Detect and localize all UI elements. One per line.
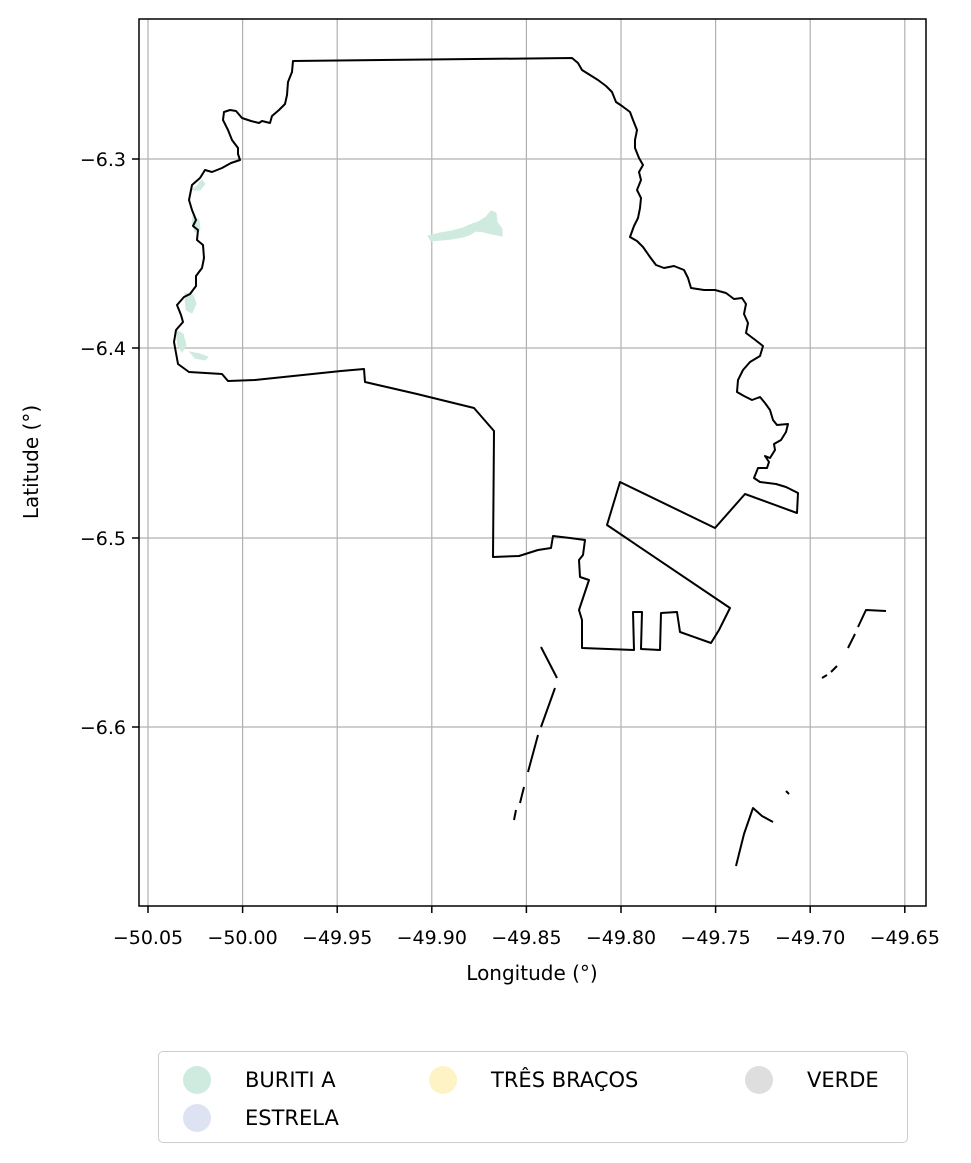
fragment-southeast-line-2 — [786, 791, 789, 794]
buriti-a-patch-west-5 — [190, 352, 208, 360]
buriti-a-areas — [176, 180, 502, 360]
legend-label-verde: VERDE — [807, 1068, 879, 1092]
legend-item-estrela: ESTRELA — [183, 1100, 339, 1136]
legend-marker-tres-bracos-icon — [429, 1066, 457, 1094]
fragment-south-line-1 — [541, 647, 557, 678]
grid-lines — [139, 19, 926, 906]
fragment-east-line-4 — [822, 675, 827, 678]
legend-item-tres-bracos: TRÊS BRAÇOS — [429, 1062, 638, 1098]
fragment-south-line-5 — [514, 810, 516, 820]
fragment-south-line-3 — [528, 735, 538, 772]
y-axis-label: Latitude (°) — [19, 405, 43, 519]
main-boundary-outline — [174, 58, 798, 650]
x-tick-label-4: −49.90 — [397, 927, 467, 949]
x-tick-label-7: −49.75 — [680, 927, 750, 949]
legend-label-buriti-a: BURITI A — [245, 1068, 336, 1092]
x-tick-labels: −50.05 −50.00 −49.95 −49.90 −49.85 −49.8… — [113, 927, 940, 949]
legend-item-verde: VERDE — [745, 1062, 879, 1098]
y-tick-label-2: −6.4 — [80, 338, 126, 360]
legend-label-tres-bracos: TRÊS BRAÇOS — [491, 1068, 638, 1092]
y-tick-label-4: −6.6 — [80, 717, 126, 739]
legend-marker-estrela-icon — [183, 1104, 211, 1132]
y-tick-label-3: −6.5 — [80, 528, 126, 550]
fragment-south-line-4 — [520, 787, 524, 803]
legend-item-buriti-a: BURITI A — [183, 1062, 336, 1098]
fragment-south-line-2 — [541, 688, 555, 727]
fragment-southeast-line-1 — [736, 808, 773, 866]
legend: BURITI A ESTRELA TRÊS BRAÇOS VERDE — [158, 1051, 908, 1143]
fragment-east-line-3 — [831, 666, 837, 672]
legend-marker-buriti-a-icon — [183, 1066, 211, 1094]
x-tick-label-3: −49.95 — [302, 927, 372, 949]
legend-marker-verde-icon — [745, 1066, 773, 1094]
x-tick-label-5: −49.85 — [491, 927, 561, 949]
y-tick-label-1: −6.3 — [80, 149, 126, 171]
x-tick-label-6: −49.80 — [586, 927, 656, 949]
y-tick-labels: −6.3 −6.4 −6.5 −6.6 — [80, 149, 126, 739]
axis-ticks — [132, 159, 905, 913]
fragment-east-line-2 — [848, 634, 855, 648]
municipal-boundary — [174, 58, 886, 866]
x-axis-label: Longitude (°) — [466, 961, 597, 985]
x-tick-label-1: −50.05 — [113, 927, 183, 949]
buriti-a-patch-central — [428, 211, 502, 241]
x-tick-label-8: −49.70 — [775, 927, 845, 949]
fragment-east-line-1 — [858, 610, 886, 627]
axes-frame — [139, 19, 926, 906]
legend-label-estrela: ESTRELA — [245, 1106, 339, 1130]
x-tick-label-9: −49.65 — [870, 927, 940, 949]
buriti-a-patch-west-4 — [176, 330, 186, 352]
x-tick-label-2: −50.00 — [207, 927, 277, 949]
